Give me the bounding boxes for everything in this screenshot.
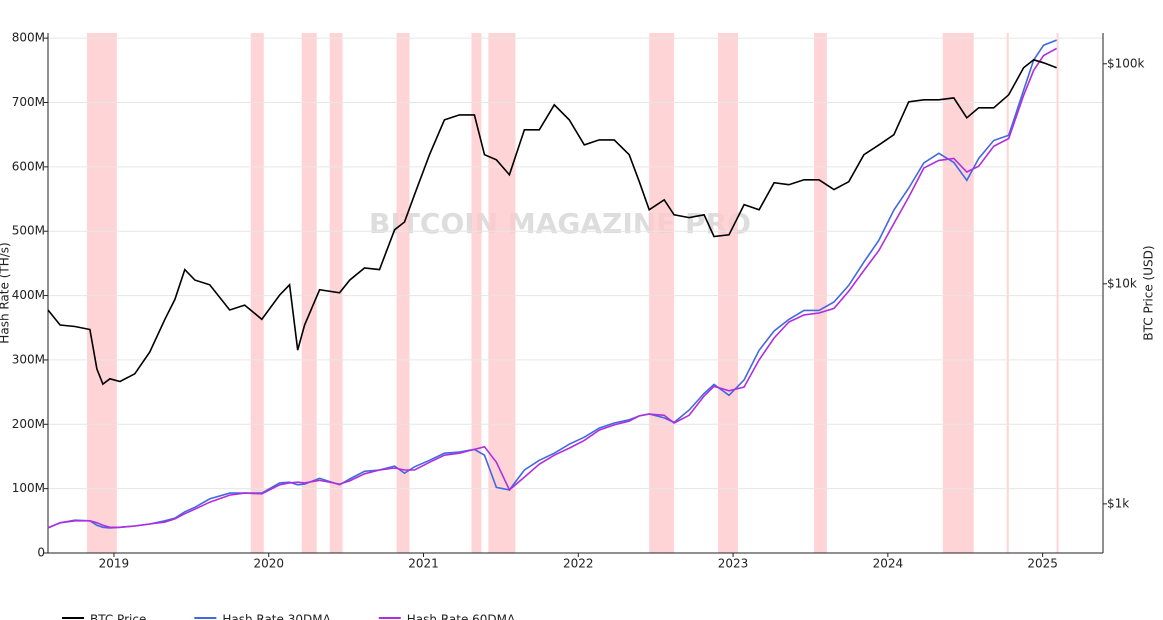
y2-tick-label: $100k (1107, 56, 1145, 70)
capitulation-band (396, 33, 410, 553)
y-tick-label: 100M (12, 481, 45, 495)
capitulation-band (718, 33, 739, 553)
x-tick-label: 2021 (408, 557, 439, 571)
capitulation-band (942, 33, 974, 553)
legend-label: Hash Rate 30DMA (222, 613, 331, 620)
y-tick-label: 700M (12, 95, 45, 109)
y-tick-label: 500M (12, 224, 45, 238)
capitulation-band (814, 33, 827, 553)
capitulation-band (649, 33, 675, 553)
legend-label: Hash Rate 60DMA (407, 613, 516, 620)
capitulation-band (471, 33, 482, 553)
capitulation-band (87, 33, 117, 553)
capitulation-band (1006, 33, 1009, 553)
y-tick-label: 300M (12, 352, 45, 366)
capitulation-band (250, 33, 264, 553)
legend-label: BTC Price (90, 613, 146, 620)
x-tick-label: 2024 (873, 557, 904, 571)
y2-tick-label: $10k (1107, 276, 1137, 290)
y-tick-label: 400M (12, 288, 45, 302)
series-line (47, 47, 1057, 529)
y2-axis-title: BTC Price (USD) (1142, 245, 1156, 340)
y-tick-label: 600M (12, 159, 45, 173)
series-line (47, 39, 1057, 529)
x-tick-label: 2025 (1027, 557, 1058, 571)
y-tick-label: 800M (12, 31, 45, 45)
x-tick-label: 2023 (718, 557, 749, 571)
y2-tick-label: $1k (1107, 496, 1129, 510)
capitulation-band (488, 33, 516, 553)
y-tick-label: 200M (12, 417, 45, 431)
capitulation-band (1056, 33, 1059, 553)
x-tick-label: 2019 (99, 557, 130, 571)
watermark: BITCOIN MAGAZINE PRO (369, 207, 751, 240)
capitulation-band (301, 33, 317, 553)
x-tick-label: 2020 (253, 557, 284, 571)
y-tick-label: 0 (37, 546, 45, 560)
x-tick-label: 2022 (563, 557, 594, 571)
y-axis-title: Hash Rate (TH/s) (0, 242, 12, 343)
series-line (47, 58, 1057, 386)
